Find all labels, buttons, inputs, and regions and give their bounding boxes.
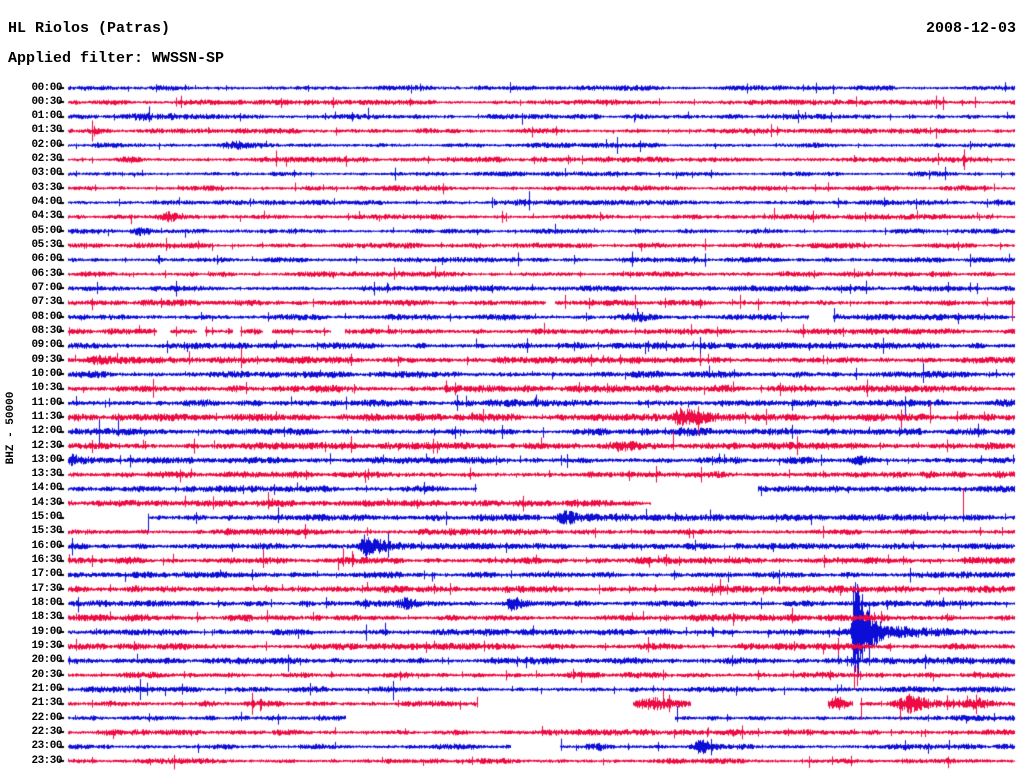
time-label-20-00: 20:00: [31, 654, 62, 667]
time-label-01-00: 01:00: [31, 110, 62, 123]
time-label-02-30: 02:30: [31, 153, 62, 166]
time-label-17-30: 17:30: [31, 582, 62, 595]
time-label-05-00: 05:00: [31, 224, 62, 237]
time-label-11-00: 11:00: [31, 396, 62, 409]
time-label-19-00: 19:00: [31, 625, 62, 638]
time-label-17-00: 17:00: [31, 568, 62, 581]
station-title: HL Riolos (Patras): [8, 20, 171, 37]
time-label-19-30: 19:30: [31, 639, 62, 652]
time-label-10-30: 10:30: [31, 382, 62, 395]
time-label-23-00: 23:00: [31, 740, 62, 753]
time-label-00-00: 00:00: [31, 81, 62, 94]
time-label-09-30: 09:30: [31, 353, 62, 366]
time-label-12-00: 12:00: [31, 425, 62, 438]
time-label-21-00: 21:00: [31, 682, 62, 695]
time-label-13-00: 13:00: [31, 453, 62, 466]
time-label-14-30: 14:30: [31, 496, 62, 509]
applied-filter-label: Applied filter: WWSSN-SP: [8, 50, 225, 67]
time-label-10-00: 10:00: [31, 367, 62, 380]
time-label-12-30: 12:30: [31, 439, 62, 452]
time-label-18-00: 18:00: [31, 597, 62, 610]
time-label-11-30: 11:30: [31, 410, 62, 423]
time-label-18-30: 18:30: [31, 611, 62, 624]
time-label-23-30: 23:30: [31, 754, 62, 767]
time-label-02-00: 02:00: [31, 138, 62, 151]
time-label-07-00: 07:00: [31, 281, 62, 294]
time-label-14-00: 14:00: [31, 482, 62, 495]
date-label: 2008-12-03: [925, 20, 1016, 37]
time-label-21-30: 21:30: [31, 697, 62, 710]
time-label-16-00: 16:00: [31, 539, 62, 552]
time-label-20-30: 20:30: [31, 668, 62, 681]
time-label-16-30: 16:30: [31, 554, 62, 567]
time-label-06-30: 06:30: [31, 267, 62, 280]
time-label-05-30: 05:30: [31, 239, 62, 252]
time-label-03-30: 03:30: [31, 181, 62, 194]
time-label-15-00: 15:00: [31, 511, 62, 524]
time-label-22-00: 22:00: [31, 711, 62, 724]
time-label-06-00: 06:00: [31, 253, 62, 266]
time-label-04-00: 04:00: [31, 196, 62, 209]
time-label-00-30: 00:30: [31, 95, 62, 108]
time-label-08-00: 08:00: [31, 310, 62, 323]
time-label-07-30: 07:30: [31, 296, 62, 309]
time-label-08-30: 08:30: [31, 324, 62, 337]
time-label-03-00: 03:00: [31, 167, 62, 180]
time-label-15-30: 15:30: [31, 525, 62, 538]
time-label-13-30: 13:30: [31, 468, 62, 481]
time-label-22-30: 22:30: [31, 725, 62, 738]
time-label-09-00: 09:00: [31, 339, 62, 352]
time-label-04-30: 04:30: [31, 210, 62, 223]
time-label-01-30: 01:30: [31, 124, 62, 137]
